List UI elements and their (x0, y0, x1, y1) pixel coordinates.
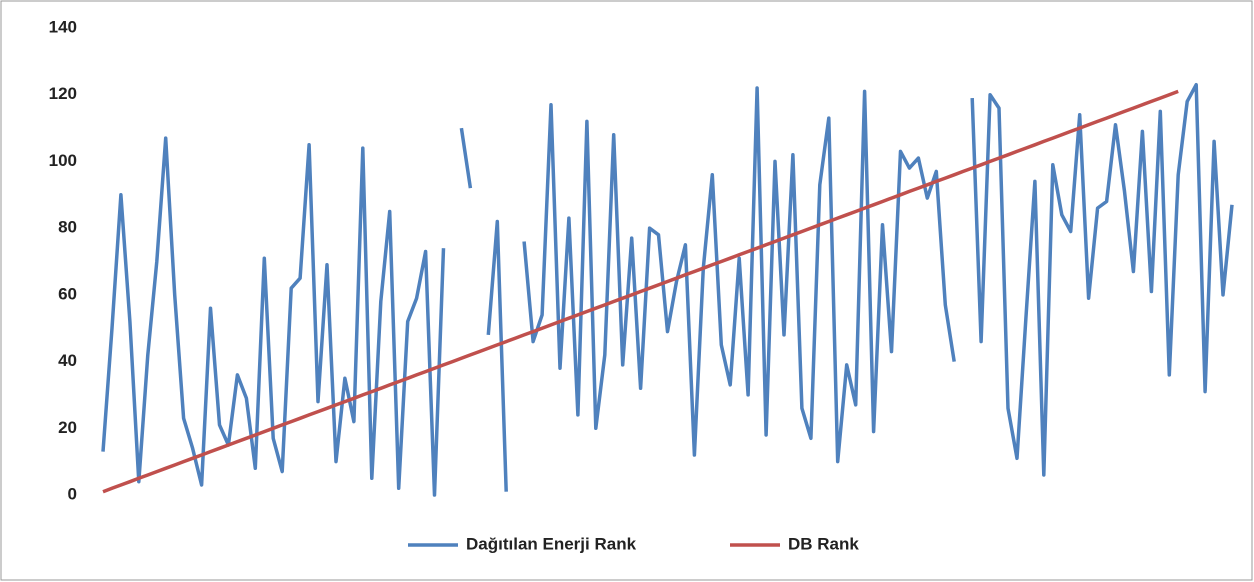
y-tick-label: 120 (49, 84, 77, 103)
y-tick-label: 40 (58, 351, 77, 370)
series-line (102, 89, 1179, 494)
y-tick-label: 20 (58, 418, 77, 437)
y-tick-label: 140 (49, 17, 77, 36)
series-line (101, 82, 1234, 497)
y-tick-label: 60 (58, 284, 77, 303)
legend-label: Dağıtılan Enerji Rank (466, 534, 637, 553)
y-tick-label: 80 (58, 218, 77, 237)
legend-label: DB Rank (788, 534, 859, 553)
y-tick-label: 100 (49, 151, 77, 170)
y-tick-label: 0 (68, 484, 77, 503)
